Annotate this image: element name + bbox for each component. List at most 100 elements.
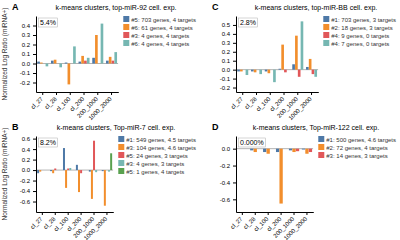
y-tick: 0.5 — [222, 22, 236, 28]
legend-item: #3: 14 genes, 3 targets — [318, 152, 387, 159]
bar — [289, 149, 292, 151]
panel-title: k-means clusters, Top-miR-7 cell. exp. — [57, 124, 176, 132]
bar — [93, 141, 95, 170]
bar — [268, 70, 271, 74]
x-tick-mark — [268, 212, 269, 215]
y-tick-label: -0.4 — [220, 180, 231, 186]
percent-annotation: 0.000% — [239, 138, 266, 147]
x-axis: cl_27cl_28cl_100cl_200200_10001000_2000 — [30, 92, 119, 121]
y-axis: -0.2-0.10.00.10.20.30.40.5 — [220, 17, 237, 93]
plot-area — [36, 24, 118, 85]
legend-swatch — [123, 32, 129, 38]
annotation-text: 8.2% — [40, 139, 56, 146]
x-axis: cl_27cl_28cl_100cl_200200_10001000_2000 — [229, 212, 313, 240]
legend-label: #1: 500 genes, 4.6 targets — [326, 137, 396, 143]
y-tick-mark — [33, 139, 36, 140]
legend-label: #2: 18 genes, 3 targets — [331, 25, 392, 31]
x-axis: cl_27cl_28cl_100cl_200200_10001000_2000 — [230, 92, 319, 121]
y-axis-line — [236, 137, 237, 213]
x-tick-mark — [81, 212, 82, 215]
bar — [108, 170, 110, 172]
bar — [54, 60, 57, 64]
y-tick-mark — [33, 45, 36, 46]
bar-series — [284, 70, 314, 77]
bar — [98, 63, 101, 64]
legend-label: #3: 104 genes, 4.6 targets — [126, 145, 196, 151]
y-tick-label: 0.0 — [222, 67, 231, 73]
y-tick: -0.1 — [220, 76, 236, 82]
legend-swatch — [118, 144, 124, 150]
x-tick-mark — [242, 92, 243, 95]
annotation-box — [239, 138, 266, 147]
bar — [246, 70, 249, 75]
x-tick-mark — [97, 92, 98, 95]
bar — [257, 69, 260, 70]
bar — [283, 148, 286, 149]
x-tick: cl_27 — [30, 92, 45, 110]
bar — [80, 170, 82, 173]
y-tick: -0.2 — [20, 178, 36, 184]
legend: #1: 703 genes, 3 targets#2: 18 genes, 3 … — [323, 16, 396, 47]
bar — [104, 170, 106, 206]
legend-item: #6: 4 genes, 4 targets — [123, 40, 189, 47]
y-axis-title: Normalized Log Ratio (miRNA+) — [1, 7, 9, 100]
legend: #1: 549 genes, 4.5 targets#3: 104 genes,… — [118, 136, 196, 175]
bar — [40, 62, 43, 64]
x-tick-mark — [255, 212, 256, 215]
y-tick: 0.4 — [22, 147, 36, 153]
y-tick-label: -0.6 — [20, 199, 31, 205]
x-tick: 1000_2000 — [87, 92, 113, 121]
x-tick-label: 1000_2000 — [283, 215, 309, 240]
legend-swatch — [118, 168, 124, 174]
panel-title: k-means clusters, top-miR-92 cell. exp. — [56, 4, 177, 12]
x-tick: 1000_2000 — [287, 92, 313, 121]
bar — [46, 170, 48, 171]
legend-item: #1: 500 genes, 4.6 targets — [318, 136, 396, 143]
x-tick: 1000_2000 — [83, 212, 109, 240]
x-tick-mark — [84, 92, 85, 95]
legend-label: #5: 703 genes, 4 targets — [131, 17, 196, 23]
bar — [68, 64, 71, 85]
y-tick: 0.3 — [22, 32, 36, 38]
bar-series — [254, 149, 309, 204]
bar-series — [46, 24, 117, 68]
bar — [70, 63, 73, 64]
y-tick-mark — [33, 64, 36, 65]
bar — [63, 148, 65, 170]
bar — [284, 70, 287, 73]
panel-title: k-means clusters, Top-miR-122 cell. exp. — [253, 124, 379, 132]
y-tick-mark — [33, 160, 36, 161]
bar — [110, 153, 112, 170]
x-tick-mark — [42, 92, 43, 95]
y-tick-mark — [233, 70, 236, 71]
y-tick-label: 0.4 — [22, 147, 31, 153]
y-tick-mark — [233, 79, 236, 80]
x-tick-label: cl_27 — [230, 95, 245, 110]
x-tick-mark — [94, 212, 95, 215]
bar — [101, 24, 104, 64]
legend-label: #6: 61 genes, 4 targets — [131, 25, 192, 31]
y-tick-mark — [33, 202, 36, 203]
y-tick-label: 0.4 — [222, 31, 231, 37]
y-tick: 0.0 — [222, 67, 236, 73]
bar — [243, 69, 246, 70]
y-tick: -0.2 — [220, 85, 236, 91]
y-tick-label: 0.6 — [22, 136, 31, 142]
y-tick: 0.0 — [22, 61, 36, 67]
x-tick-mark — [68, 212, 69, 215]
bar — [39, 170, 41, 172]
y-tick-label: -0.1 — [220, 76, 231, 82]
y-tick: 0.2 — [22, 157, 36, 163]
y-tick-mark — [233, 25, 236, 26]
y-tick: 0.0 — [22, 167, 36, 173]
legend-label: #3: 4 genes, 3 targets — [126, 161, 184, 167]
legend-item: #2: 18 genes, 3 targets — [323, 24, 392, 31]
bar — [279, 149, 282, 204]
bar — [92, 58, 95, 64]
bar — [52, 170, 54, 173]
bar — [59, 64, 62, 68]
legend: #1: 500 genes, 4.6 targets#2: 72 genes, … — [318, 136, 396, 159]
legend-item: #6: 61 genes, 4 targets — [123, 24, 192, 31]
legend-swatch — [123, 40, 129, 46]
bar — [81, 56, 84, 64]
